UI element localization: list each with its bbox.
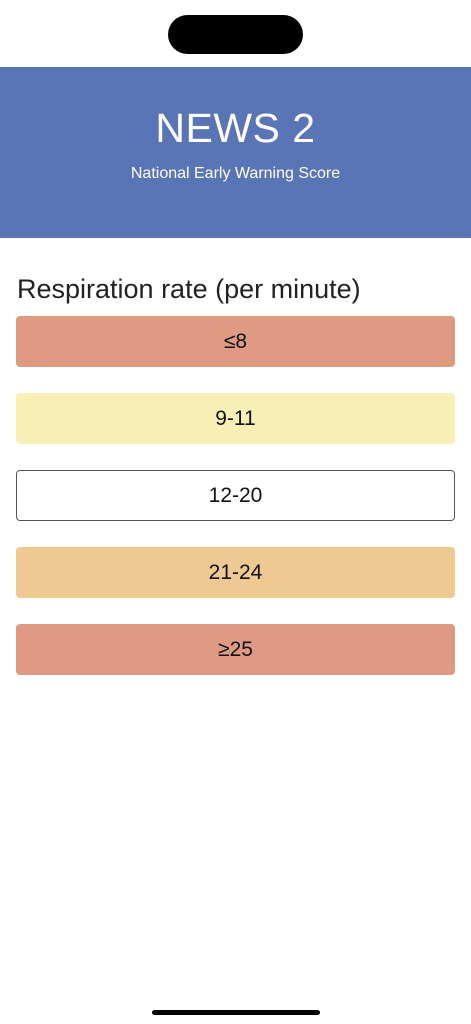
question-title: Respiration rate (per minute)	[17, 274, 361, 304]
option-12-20-button[interactable]: 12-20	[16, 470, 455, 521]
option-ge25-button[interactable]: ≥25	[16, 624, 455, 675]
option-9-11-button[interactable]: 9-11	[16, 393, 455, 444]
options-list: ≤8 9-11 12-20 21-24 ≥25	[16, 316, 455, 701]
app-title: NEWS 2	[155, 105, 316, 151]
app-subtitle: National Early Warning Score	[130, 165, 341, 182]
dynamic-island	[168, 15, 303, 54]
option-21-24-button[interactable]: 21-24	[16, 547, 455, 598]
home-indicator[interactable]	[152, 1010, 320, 1015]
app-header: NEWS 2 National Early Warning Score	[0, 67, 471, 238]
option-le8-button[interactable]: ≤8	[16, 316, 455, 367]
